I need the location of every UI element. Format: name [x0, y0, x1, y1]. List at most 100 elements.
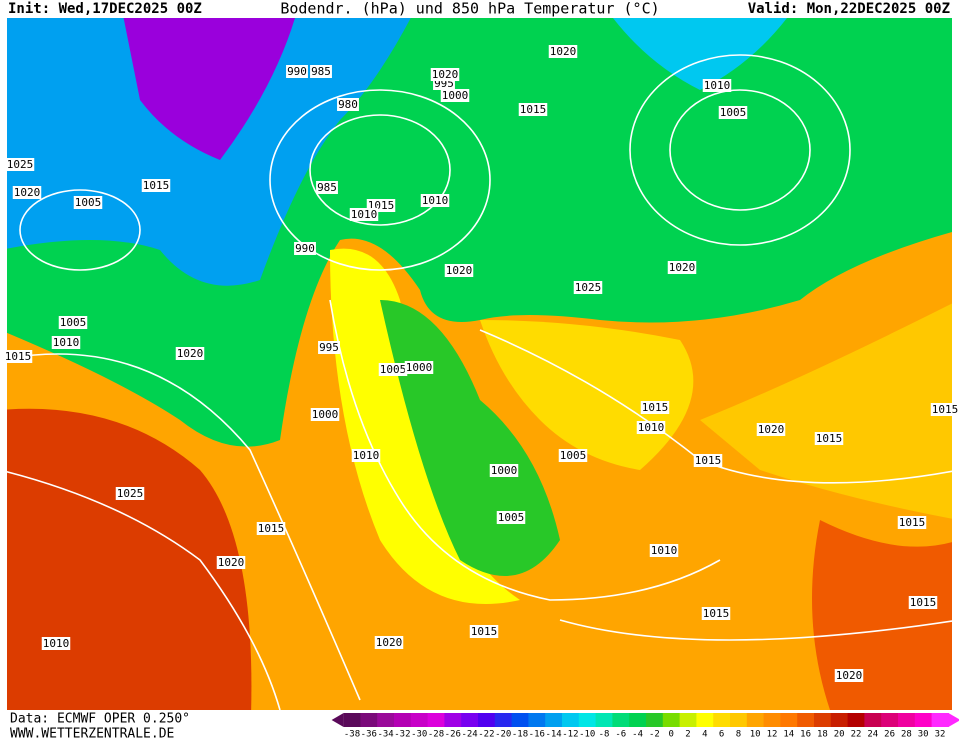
isobar-label-box: [930, 403, 959, 416]
isobar-label: 1010: [638, 421, 665, 434]
colorbar-swatch: [713, 713, 731, 727]
isobar-label: 985: [311, 65, 331, 78]
isobar-label-box: [897, 516, 927, 529]
colorbar-tick-label: -8: [599, 730, 610, 740]
isobar-label-box: [5, 158, 35, 171]
colorbar-swatch: [679, 713, 697, 727]
colorbar-swatch: [780, 713, 798, 727]
colorbar-swatch: [847, 713, 865, 727]
colorbar-swatch: [931, 713, 949, 727]
isobar-label: 1015: [932, 403, 959, 416]
colorbar-tick-label: 30: [918, 730, 929, 740]
isobar-label-box: [440, 89, 470, 102]
colorbar-tick-label: -22: [478, 730, 494, 740]
colorbar-tick-label: -32: [394, 730, 410, 740]
isobar-label-box: [649, 544, 679, 557]
isobar-label-box: [636, 421, 666, 434]
colorbar-swatch: [629, 713, 647, 727]
colorbar-swatch: [595, 713, 613, 727]
isobar-label-box: [756, 423, 786, 436]
isobar-label: 1005: [560, 449, 587, 462]
isobar-label: 1025: [117, 487, 144, 500]
isobar-label-box: [702, 79, 732, 92]
colorbar-swatch: [427, 713, 445, 727]
colorbar-arrow-left: [331, 713, 344, 727]
isobar-label: 1005: [720, 106, 747, 119]
isobar-label-box: [141, 179, 171, 192]
isobar-label: 1020: [550, 45, 577, 58]
colorbar-swatch: [360, 713, 378, 727]
isobar-label-box: [318, 341, 340, 354]
colorbar-tick-label: 14: [783, 730, 794, 740]
colorbar-swatch: [881, 713, 899, 727]
colorbar-swatch: [394, 713, 412, 727]
isobar-label-box: [444, 264, 474, 277]
colorbar-tick-label: 12: [767, 730, 778, 740]
isobar-labels: 1020 990 985 980 995 1000 1015 1010 1005 1025 1020…: [3, 45, 959, 682]
isobar-label-box: [420, 194, 450, 207]
isobar-label-box: [548, 45, 578, 58]
isobar-label: 1000: [406, 361, 433, 374]
isobar-label-box: [256, 522, 286, 535]
colorbar-swatch: [763, 713, 781, 727]
colorbar-tick-label: -10: [579, 730, 595, 740]
isobar-label: 985: [317, 181, 337, 194]
colorbar-swatch: [914, 713, 933, 727]
isobar-label-box: [216, 556, 246, 569]
isobar-label-box: [469, 625, 499, 638]
colorbar-swatch: [646, 713, 664, 727]
isobar-label: 1010: [651, 544, 678, 557]
isobar-label: 1025: [575, 281, 602, 294]
isobar-label: 1005: [75, 196, 102, 209]
colorbar-swatch: [461, 713, 479, 727]
isobar-label-box: [701, 607, 731, 620]
colorbar-swatch: [830, 713, 849, 727]
isobar-label: 1010: [351, 208, 378, 221]
colorbar-tick-label: 16: [800, 730, 811, 740]
colorbar-swatch: [730, 713, 748, 727]
isobar-label-box: [496, 511, 526, 524]
colorbar-swatch: [814, 713, 832, 727]
isobar-label-box: [489, 464, 519, 477]
colorbar-tick-label: 18: [817, 730, 828, 740]
colorbar-tick-label: 8: [736, 730, 741, 740]
colorbar-tick-label: -24: [461, 730, 477, 740]
isobar-label: 1015: [816, 432, 843, 445]
colorbar-swatch: [410, 713, 429, 727]
isobar-label: 1010: [43, 637, 70, 650]
colorbar-tick-label: 28: [901, 730, 912, 740]
isobar-label: 1015: [471, 625, 498, 638]
isobar-label: 1005: [60, 316, 87, 329]
isobar-label: 1005: [380, 363, 407, 376]
isobar-label: 990: [295, 242, 315, 255]
isobar-label-box: [349, 208, 379, 221]
valid-time: Valid: Mon,22DEC2025 00Z: [748, 1, 950, 17]
site-url: WWW.WETTERZENTRALE.DE: [10, 727, 174, 741]
isobar-label: 1015: [642, 401, 669, 414]
colorbar-tick-label: 24: [867, 730, 878, 740]
isobar-label: 1015: [520, 103, 547, 116]
isobar-label: 1015: [695, 454, 722, 467]
colorbar-tick-label: 10: [750, 730, 761, 740]
isobar-label: 1015: [703, 607, 730, 620]
colorbar-swatch: [562, 713, 580, 727]
isobar-label-box: [814, 432, 844, 445]
colorbar-swatch: [545, 713, 563, 727]
colorbar-swatch: [662, 713, 681, 727]
colorbar-tick-label: -6: [615, 730, 626, 740]
isobar-label-box: [51, 336, 81, 349]
isobar-label-box: [316, 181, 338, 194]
colorbar-swatch: [478, 713, 496, 727]
isobar-label: 1020: [432, 68, 459, 81]
isobar-label-box: [518, 103, 548, 116]
colorbar-swatch: [377, 713, 395, 727]
map-title: Bodendr. (hPa) und 850 hPa Temperatur (°…: [280, 0, 659, 18]
colorbar-swatch: [578, 713, 597, 727]
colorbar-swatch: [612, 713, 630, 727]
isobar-label-box: [58, 316, 88, 329]
isobar-label-box: [337, 98, 359, 111]
isobar-label: 1020: [218, 556, 245, 569]
isobar-label: 1005: [498, 511, 525, 524]
isobar-label-box: [558, 449, 588, 462]
